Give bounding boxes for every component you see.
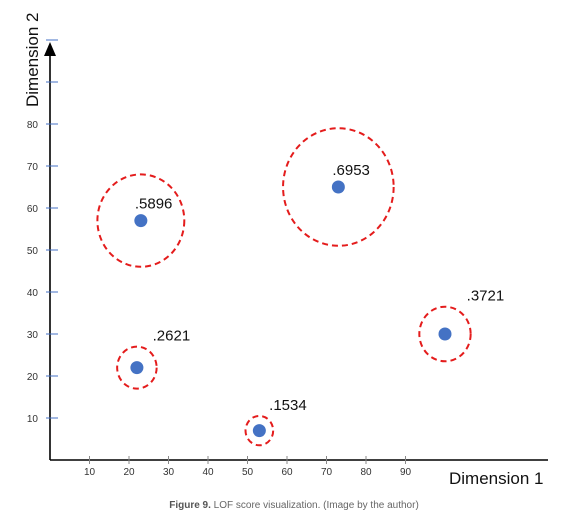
y-tick-label: 70 [27, 162, 39, 173]
x-tick-label: 80 [360, 467, 372, 478]
y-tick-label: 20 [27, 372, 39, 383]
figure-caption: Figure 9. LOF score visualization. (Imag… [0, 500, 588, 511]
x-tick-label: 50 [242, 467, 254, 478]
point-score-label: .2621 [153, 328, 191, 345]
data-point [438, 327, 452, 341]
axes: 10 20 30 40 50 60 70 80 90 10 20 30 40 50 60 70 80 [27, 39, 548, 478]
lof-radius-circle [244, 414, 275, 447]
caption-text: LOF score visualization. (Image by the a… [210, 500, 419, 511]
data-points [130, 180, 452, 438]
y-tick-label: 80 [27, 120, 39, 131]
lof-radius-circle [418, 305, 472, 363]
point-score-label: .5896 [135, 196, 173, 213]
point-score-label: .1534 [269, 397, 307, 414]
x-tick-label: 60 [281, 467, 293, 478]
lof-radius-circle [282, 127, 395, 247]
x-tick-label: 40 [202, 467, 214, 478]
data-point [130, 361, 144, 375]
y-tick-label: 40 [27, 288, 39, 299]
y-tick-label: 60 [27, 204, 39, 215]
x-axis-title: Dimension 1 [449, 469, 544, 488]
caption-prefix: Figure 9. [169, 500, 211, 511]
y-tick-label: 30 [27, 330, 39, 341]
point-score-label: .3721 [467, 288, 505, 305]
point-labels: .5896 .6953 .2621 .1534 .3721 [135, 162, 504, 414]
x-tick-label: 30 [163, 467, 175, 478]
lof-radius-circle [96, 173, 186, 268]
y-axis-arrow-icon [44, 42, 56, 56]
x-tick-label: 70 [321, 467, 333, 478]
y-axis-title: Dimension 2 [23, 13, 42, 108]
data-point [331, 180, 345, 194]
y-tick-label: 50 [27, 246, 39, 257]
x-tick-label: 20 [123, 467, 135, 478]
point-score-label: .6953 [332, 162, 370, 179]
lof-scatter-chart: 10 20 30 40 50 60 70 80 90 10 20 30 40 50 60 70 80 .5896… [23, 13, 548, 488]
lof-circles [96, 127, 472, 447]
x-tick-label: 90 [400, 467, 412, 478]
data-point [134, 214, 148, 228]
data-point [252, 424, 266, 438]
y-tick-label: 10 [27, 414, 39, 425]
lof-radius-circle [116, 345, 158, 390]
x-tick-label: 10 [84, 467, 96, 478]
